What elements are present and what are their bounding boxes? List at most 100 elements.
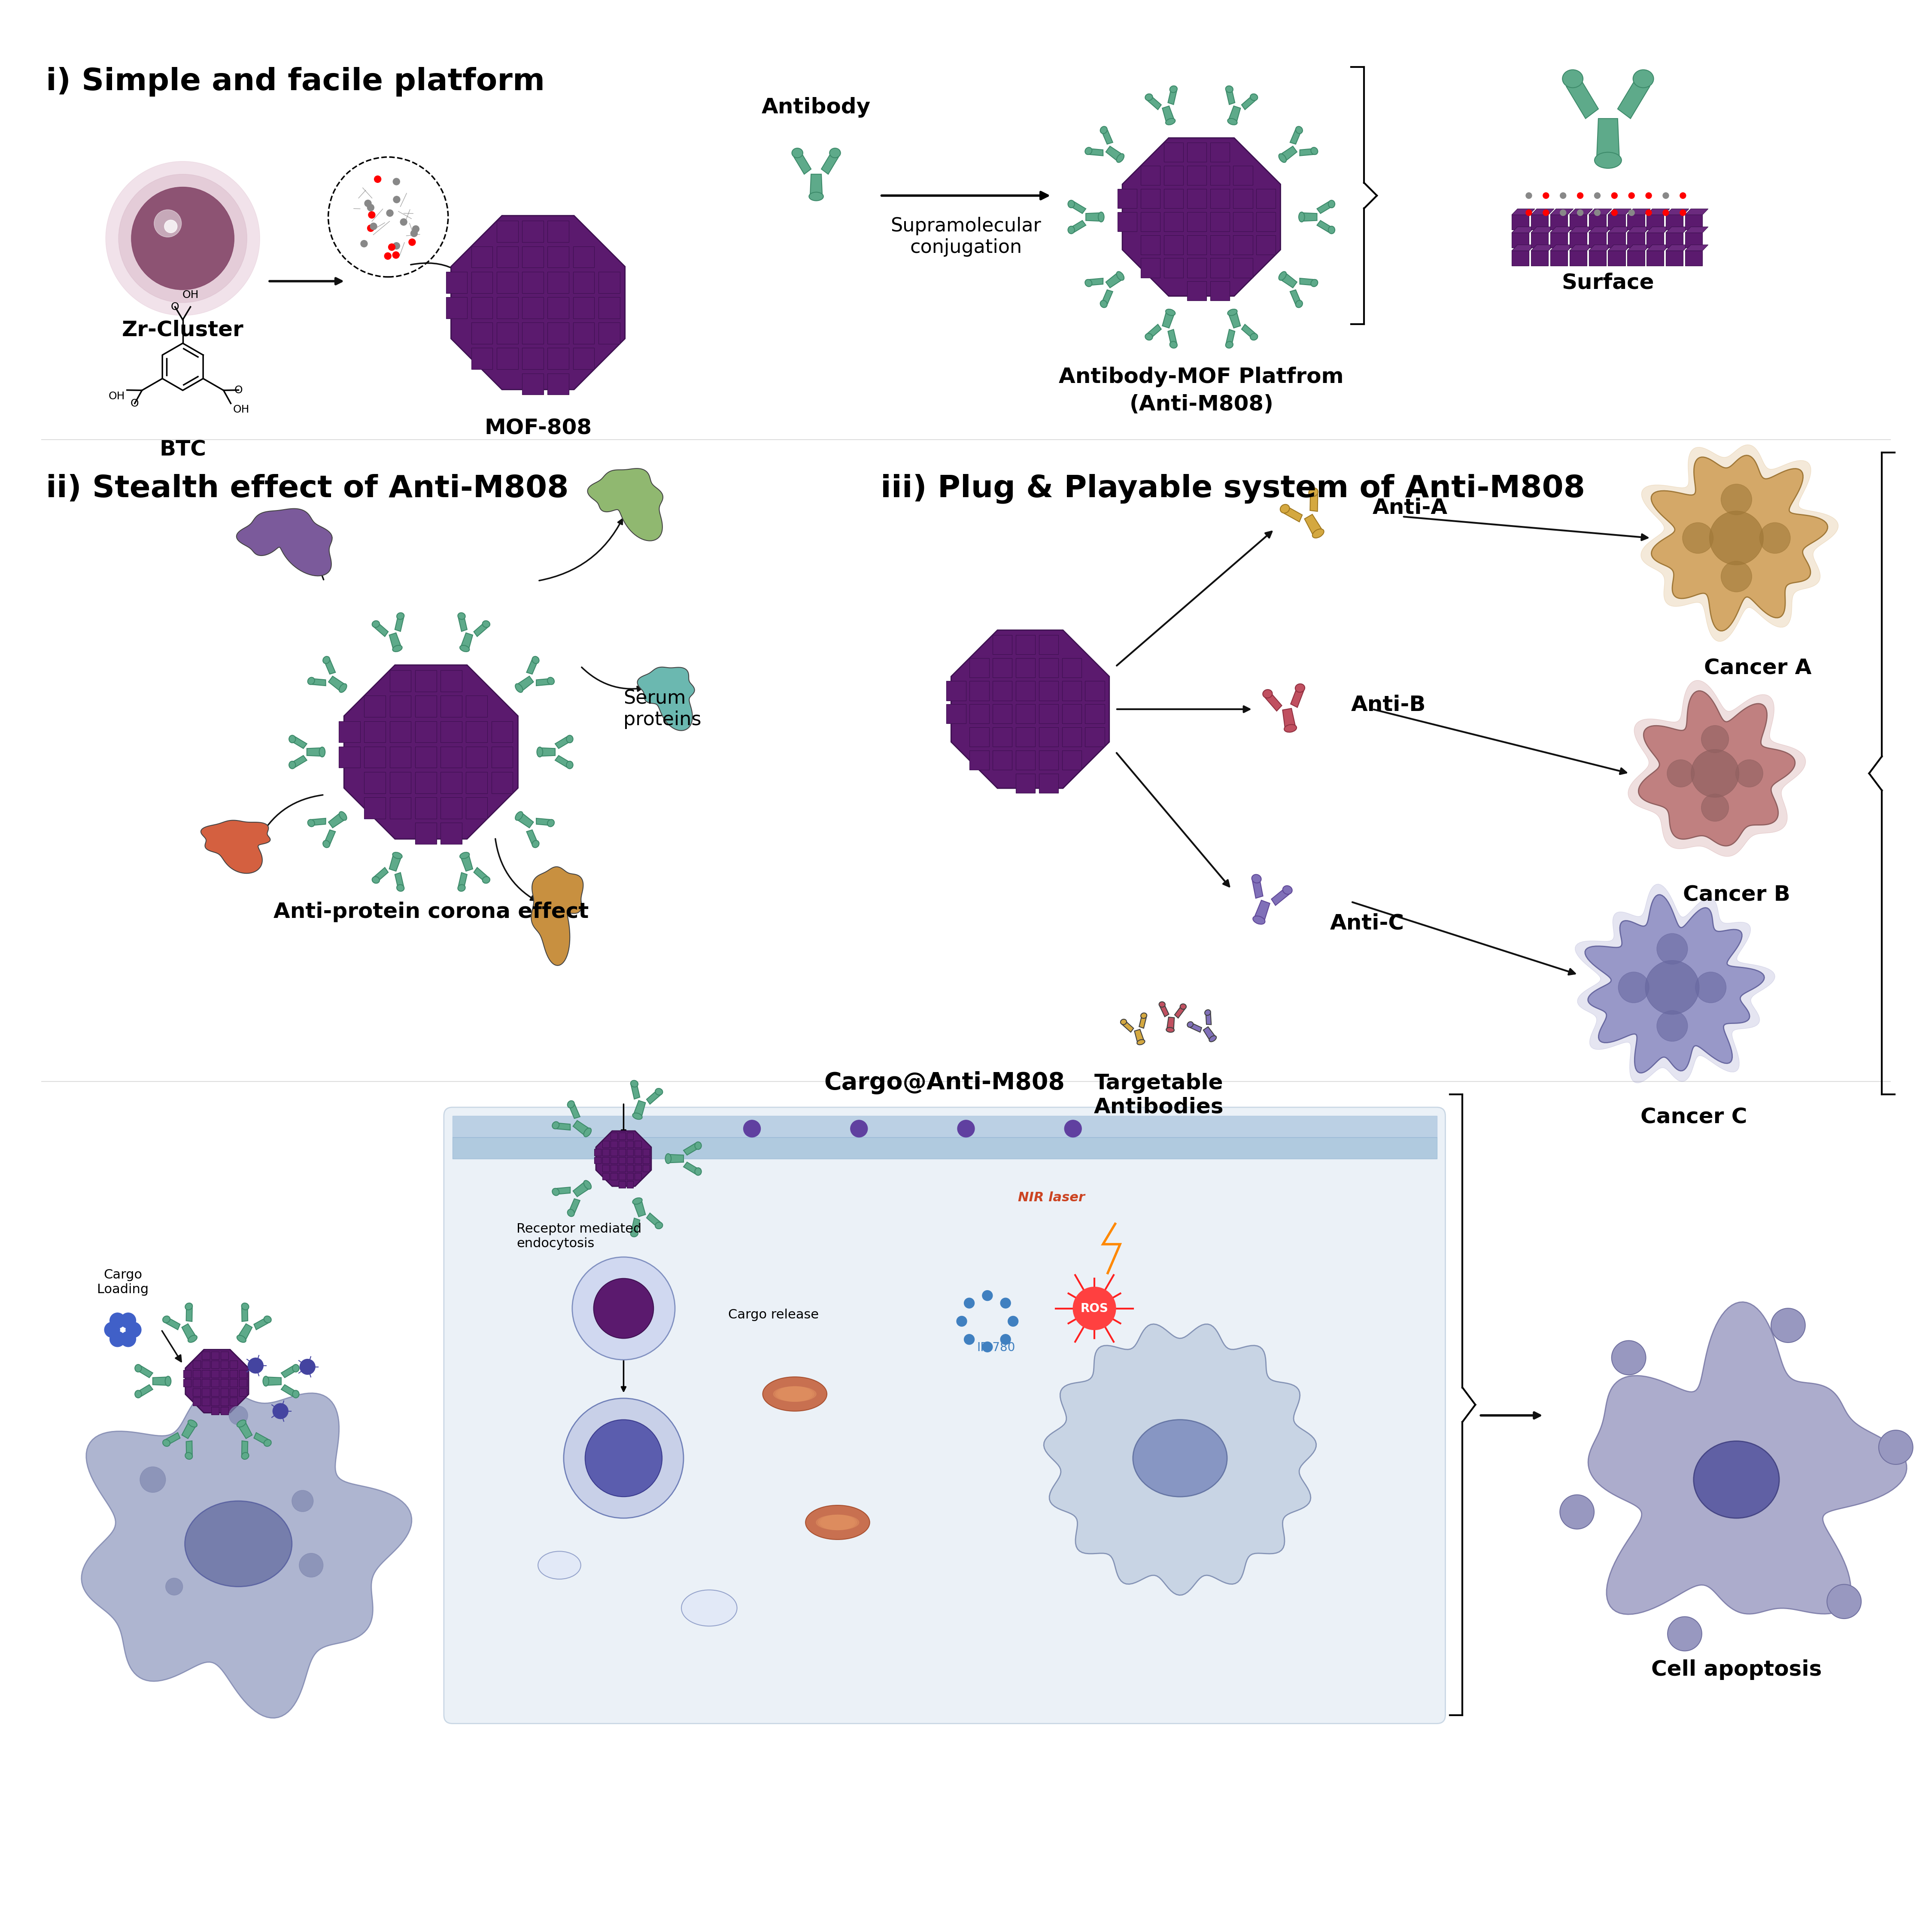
FancyBboxPatch shape: [993, 659, 1012, 678]
Polygon shape: [1291, 688, 1304, 707]
Polygon shape: [1227, 89, 1235, 104]
FancyBboxPatch shape: [1016, 636, 1036, 655]
Polygon shape: [1148, 325, 1161, 338]
Circle shape: [1694, 972, 1725, 1003]
FancyBboxPatch shape: [497, 220, 518, 242]
Text: Cargo release: Cargo release: [728, 1308, 819, 1321]
Circle shape: [956, 1316, 966, 1327]
FancyBboxPatch shape: [365, 773, 386, 794]
FancyBboxPatch shape: [547, 298, 568, 319]
Circle shape: [1526, 211, 1532, 216]
FancyBboxPatch shape: [1233, 166, 1252, 185]
FancyBboxPatch shape: [193, 1397, 201, 1405]
Ellipse shape: [655, 1223, 663, 1229]
FancyBboxPatch shape: [1117, 213, 1138, 232]
Ellipse shape: [323, 657, 330, 663]
Ellipse shape: [1294, 684, 1304, 692]
Polygon shape: [1122, 137, 1281, 296]
Ellipse shape: [396, 612, 404, 620]
Circle shape: [155, 211, 182, 238]
Polygon shape: [821, 153, 838, 174]
Polygon shape: [282, 1385, 296, 1397]
FancyBboxPatch shape: [1063, 703, 1082, 724]
FancyBboxPatch shape: [626, 1173, 634, 1180]
FancyBboxPatch shape: [1140, 189, 1161, 209]
Polygon shape: [531, 867, 583, 966]
FancyBboxPatch shape: [1039, 773, 1059, 792]
Ellipse shape: [547, 678, 554, 684]
FancyBboxPatch shape: [626, 1165, 634, 1171]
Polygon shape: [647, 1213, 661, 1227]
Ellipse shape: [373, 877, 379, 883]
FancyBboxPatch shape: [240, 1370, 247, 1378]
FancyBboxPatch shape: [365, 798, 386, 819]
Polygon shape: [473, 622, 487, 636]
Ellipse shape: [829, 149, 840, 158]
Polygon shape: [1167, 1016, 1175, 1032]
Polygon shape: [1646, 209, 1669, 214]
Ellipse shape: [1121, 1020, 1126, 1024]
Circle shape: [118, 174, 247, 303]
FancyBboxPatch shape: [230, 1397, 238, 1405]
Ellipse shape: [792, 149, 804, 158]
Ellipse shape: [1165, 309, 1175, 315]
Circle shape: [367, 224, 375, 232]
Ellipse shape: [263, 1376, 269, 1385]
Polygon shape: [265, 1378, 282, 1385]
Polygon shape: [1588, 245, 1611, 251]
FancyBboxPatch shape: [522, 220, 543, 242]
FancyBboxPatch shape: [1209, 282, 1229, 301]
Ellipse shape: [1099, 299, 1107, 307]
FancyBboxPatch shape: [203, 1350, 211, 1360]
FancyBboxPatch shape: [1016, 750, 1036, 769]
Ellipse shape: [1068, 201, 1074, 209]
Polygon shape: [1646, 245, 1669, 251]
Polygon shape: [1227, 330, 1235, 344]
Text: Cargo
Loading: Cargo Loading: [97, 1269, 149, 1296]
Polygon shape: [450, 216, 624, 390]
Polygon shape: [1511, 214, 1528, 230]
FancyBboxPatch shape: [643, 1150, 649, 1155]
FancyBboxPatch shape: [618, 1132, 626, 1140]
FancyBboxPatch shape: [547, 373, 568, 394]
FancyBboxPatch shape: [390, 670, 412, 692]
Text: Anti-protein corona effect: Anti-protein corona effect: [272, 902, 589, 922]
Polygon shape: [153, 1378, 170, 1385]
Ellipse shape: [1225, 342, 1233, 348]
Ellipse shape: [185, 1501, 292, 1586]
Ellipse shape: [763, 1378, 827, 1410]
Ellipse shape: [1099, 126, 1107, 133]
FancyBboxPatch shape: [203, 1370, 211, 1378]
FancyBboxPatch shape: [497, 323, 518, 344]
Circle shape: [394, 197, 400, 203]
Text: IR-780: IR-780: [978, 1341, 1014, 1354]
FancyBboxPatch shape: [1140, 259, 1161, 278]
Ellipse shape: [292, 1364, 299, 1372]
FancyBboxPatch shape: [574, 323, 595, 344]
FancyBboxPatch shape: [1163, 189, 1182, 209]
FancyBboxPatch shape: [522, 245, 543, 269]
FancyBboxPatch shape: [1256, 213, 1275, 232]
FancyBboxPatch shape: [611, 1140, 616, 1148]
Ellipse shape: [1250, 95, 1258, 100]
Ellipse shape: [1188, 1022, 1194, 1028]
FancyBboxPatch shape: [440, 670, 462, 692]
Ellipse shape: [821, 1515, 854, 1530]
FancyBboxPatch shape: [390, 721, 412, 742]
Ellipse shape: [630, 1231, 638, 1236]
FancyBboxPatch shape: [993, 726, 1012, 748]
Ellipse shape: [537, 748, 543, 757]
FancyBboxPatch shape: [1186, 213, 1206, 232]
FancyBboxPatch shape: [522, 298, 543, 319]
Circle shape: [1721, 485, 1752, 516]
Circle shape: [850, 1121, 867, 1138]
Polygon shape: [1584, 895, 1764, 1072]
FancyBboxPatch shape: [574, 272, 595, 294]
Polygon shape: [238, 1323, 253, 1343]
Ellipse shape: [1296, 299, 1302, 307]
Polygon shape: [1511, 209, 1534, 214]
Circle shape: [412, 226, 419, 232]
Text: O: O: [170, 301, 180, 313]
FancyBboxPatch shape: [365, 721, 386, 742]
Ellipse shape: [1633, 70, 1654, 87]
